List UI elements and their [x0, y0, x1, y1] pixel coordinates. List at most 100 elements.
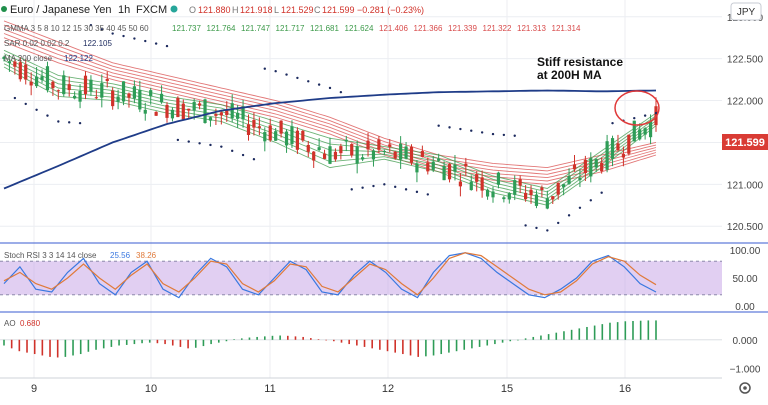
candle-body	[306, 144, 310, 152]
sar-dot	[502, 133, 506, 137]
ao-bar	[264, 336, 266, 340]
gmma-legend[interactable]: GMMA 3 5 8 10 12 15 30 35 40 45 50 60	[4, 24, 149, 33]
ao-bar	[287, 335, 289, 340]
candle-body	[404, 146, 408, 159]
ao-bar	[33, 339, 36, 355]
gmma-long-value: 121.313	[517, 24, 546, 33]
ao-bar	[294, 336, 297, 340]
candle-body	[480, 177, 484, 191]
candle-body	[572, 164, 577, 170]
sar-dot	[220, 145, 223, 148]
ao-bar	[325, 339, 327, 341]
sar-legend[interactable]: SAR 0.02 0.02 0.2	[4, 39, 70, 48]
ao-bar	[570, 329, 573, 340]
gmma-long-value: 121.406	[379, 24, 408, 33]
ao-bar	[624, 321, 627, 340]
settings-gear-icon[interactable]	[739, 382, 751, 394]
last-price-badge-text: 121.599	[725, 137, 765, 149]
ohlc-low: 121.529	[281, 5, 314, 15]
candle-body	[252, 119, 256, 128]
time-tick-label: 15	[501, 383, 513, 395]
candle-body	[138, 89, 142, 110]
ao-bar	[79, 339, 82, 355]
candle-body	[312, 151, 316, 161]
sar-dot	[643, 114, 647, 117]
candle-body	[361, 157, 365, 160]
candle-body	[40, 76, 44, 81]
candle-body	[73, 95, 77, 99]
gmma-long-value: 121.339	[448, 24, 477, 33]
ao-bar	[432, 339, 435, 356]
ao-bar	[555, 332, 558, 340]
stoch-legend[interactable]: Stoch RSI 3 3 14 14 close	[4, 251, 97, 260]
candle-body	[317, 147, 321, 151]
interval-label[interactable]: 1h	[118, 4, 130, 16]
stoch-rsi-lines	[0, 252, 722, 299]
candle-body	[24, 64, 28, 80]
candle-body	[496, 172, 501, 185]
gmma-short-value: 121.747	[241, 24, 270, 33]
gmma-line	[3, 24, 657, 172]
candle-body	[415, 163, 419, 173]
sar-dot	[600, 191, 603, 194]
currency-button[interactable]	[730, 2, 762, 21]
ma-legend[interactable]: MA 200 close	[4, 54, 53, 63]
ao-bar	[371, 339, 373, 349]
sar-dot	[328, 86, 332, 90]
candle-body	[176, 97, 180, 118]
ao-bar	[578, 328, 581, 340]
candles	[2, 55, 658, 210]
header-legend: Euro / Japanese Yen 1h FXCM O 121.880 H …	[1, 4, 581, 328]
ao-bar	[394, 339, 396, 353]
ao-bar	[632, 320, 634, 340]
ao-bar	[49, 339, 51, 357]
stoch-axis[interactable]: 0.00 50.00 100.00	[730, 246, 761, 313]
candle-body	[203, 99, 207, 124]
candle-body	[464, 163, 468, 167]
sar-dot	[339, 90, 343, 94]
ao-bar	[593, 325, 596, 340]
candle-body	[246, 124, 251, 135]
ao-legend[interactable]: AO	[4, 319, 16, 328]
gmma-short-value: 121.737	[172, 24, 201, 33]
ma200-line	[3, 89, 657, 190]
candle-body	[94, 97, 98, 99]
gmma-short-value: 121.764	[207, 24, 236, 33]
time-axis[interactable]: 9 10 11 12 15 16	[31, 383, 631, 395]
ao-bar	[95, 339, 97, 350]
ao-bar	[279, 335, 281, 340]
candle-body	[437, 158, 441, 161]
candle-body	[225, 110, 229, 116]
gmma-values: 121.737 121.764 121.747 121.717 121.681 121.6…	[172, 24, 581, 33]
sar-dot	[470, 129, 473, 132]
candle-body	[230, 103, 234, 119]
price-tick-label: 120.500	[727, 222, 764, 233]
candle-body	[491, 191, 495, 198]
candle-body	[100, 83, 104, 98]
ao-bar	[478, 339, 481, 347]
candle-body	[393, 151, 397, 159]
candle-body	[132, 86, 136, 99]
ao-axis[interactable]: −1.000 0.000	[730, 336, 761, 376]
sar-dot	[557, 221, 560, 225]
sar-dot	[241, 153, 245, 157]
ao-bar	[310, 338, 312, 340]
time-tick-label: 9	[31, 383, 37, 395]
ao-bar	[18, 339, 21, 352]
sar-dot	[546, 229, 549, 232]
gmma-long-value: 121.322	[483, 24, 512, 33]
sar-dot	[611, 121, 614, 125]
candle-body	[507, 193, 511, 200]
ao-bar	[639, 320, 642, 340]
ao-bar	[171, 339, 174, 346]
ao-bar	[417, 339, 420, 357]
candle-body	[51, 81, 55, 89]
sar-dot	[122, 34, 125, 38]
candle-body	[616, 143, 620, 151]
ao-bar	[386, 339, 389, 352]
candle-body	[268, 125, 272, 141]
ao-bar	[148, 339, 151, 343]
sar-dot	[68, 121, 71, 124]
symbol-title[interactable]: Euro / Japanese Yen	[10, 4, 112, 16]
